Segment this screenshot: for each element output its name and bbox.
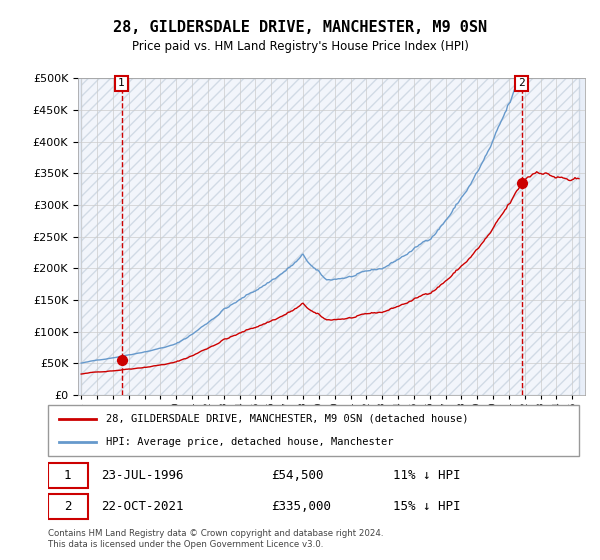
Text: 1: 1 (118, 78, 125, 88)
Text: Contains HM Land Registry data © Crown copyright and database right 2024.
This d: Contains HM Land Registry data © Crown c… (48, 529, 383, 549)
Text: 22-OCT-2021: 22-OCT-2021 (101, 500, 184, 513)
FancyBboxPatch shape (48, 405, 579, 456)
Text: Price paid vs. HM Land Registry's House Price Index (HPI): Price paid vs. HM Land Registry's House … (131, 40, 469, 53)
Text: 28, GILDERSDALE DRIVE, MANCHESTER, M9 0SN: 28, GILDERSDALE DRIVE, MANCHESTER, M9 0S… (113, 20, 487, 35)
FancyBboxPatch shape (48, 494, 88, 519)
Text: 2: 2 (64, 500, 71, 513)
Text: £335,000: £335,000 (271, 500, 331, 513)
Text: 23-JUL-1996: 23-JUL-1996 (101, 469, 184, 482)
Text: 11% ↓ HPI: 11% ↓ HPI (393, 469, 461, 482)
Text: HPI: Average price, detached house, Manchester: HPI: Average price, detached house, Manc… (106, 437, 394, 447)
Text: £54,500: £54,500 (271, 469, 323, 482)
Text: 15% ↓ HPI: 15% ↓ HPI (393, 500, 461, 513)
Text: 28, GILDERSDALE DRIVE, MANCHESTER, M9 0SN (detached house): 28, GILDERSDALE DRIVE, MANCHESTER, M9 0S… (106, 414, 469, 424)
FancyBboxPatch shape (48, 463, 88, 488)
Text: 1: 1 (64, 469, 71, 482)
Text: 2: 2 (518, 78, 525, 88)
